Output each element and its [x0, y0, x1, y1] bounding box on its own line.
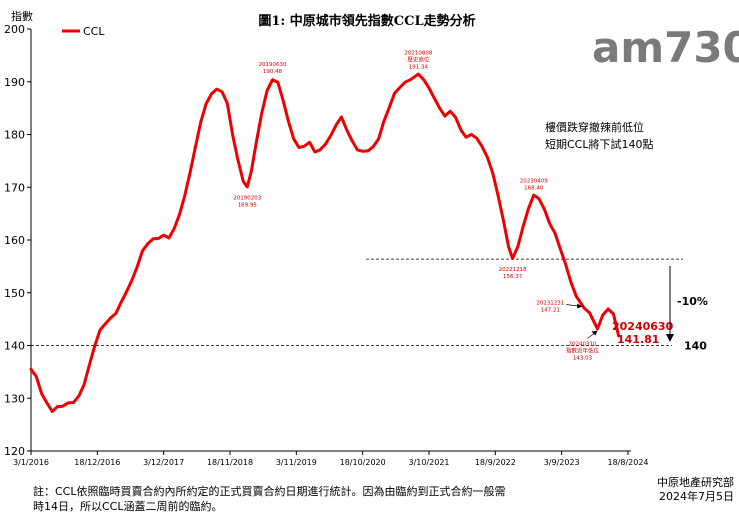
annotation-text: 指數近年低位: [566, 347, 600, 355]
annotation-text: 156.37: [503, 274, 523, 280]
y-tick-label: 120: [4, 445, 25, 458]
annotation-text: 20190203: [233, 196, 261, 202]
x-ticks: 3/1/2016 18/12/2016 3/12/2017 18/11/2018 3/1…: [13, 451, 649, 467]
footnote-line-2: 時14日，所以CCL涵蓋二周前的臨約。: [33, 499, 223, 513]
footnote-line-1: 註：CCL依照臨時買賣合約內所約定的正式買賣合約日期進行統計。因為由臨約到正式合…: [33, 484, 506, 498]
x-tick-label: 18/10/2020: [340, 458, 386, 467]
series-line-ccl: [29, 72, 621, 413]
annotation-text: 20221218: [499, 267, 527, 273]
legend: CCL: [62, 25, 105, 38]
x-tick-label: 3/9/2023: [544, 458, 580, 467]
y-tick-label: 170: [4, 181, 25, 194]
y-tick-label: 140: [4, 340, 25, 353]
logo-text: am730: [592, 23, 739, 72]
annotation-text: 20190630: [258, 62, 286, 68]
commentary-line-1: 樓價跌穿撤辣前低位: [545, 120, 644, 134]
x-tick-label: 3/1/2016: [13, 458, 49, 467]
y-tick-label: 130: [4, 392, 25, 405]
annotation-text: 143.03: [573, 356, 593, 362]
change-label: -10%: [677, 295, 708, 308]
latest-date: 20240630: [612, 320, 674, 333]
source-date: 2024年7月5日: [659, 489, 734, 503]
annotation-text: 歷史高位: [407, 56, 430, 64]
x-tick-label: 18/12/2016: [74, 458, 120, 467]
chart-title: 圖1: 中原城市領先指數CCL走勢分析: [258, 13, 475, 29]
x-tick-label: 18/9/2022: [475, 458, 516, 467]
x-tick-label: 3/10/2021: [408, 458, 449, 467]
reference-line-label: 140: [684, 340, 707, 353]
annotation-text: 147.21: [541, 307, 560, 313]
y-tick-label: 180: [4, 129, 25, 142]
y-tick-label: 200: [4, 23, 25, 36]
annotation-text: 20240310: [568, 342, 596, 348]
latest-value-label: 20240630 141.81: [612, 320, 674, 346]
annotation-arrow-head: [591, 330, 598, 336]
annotation-text: 191.34: [409, 65, 429, 71]
annotation-arrow-head: [577, 303, 583, 309]
annotation-text: 20230409: [520, 179, 548, 185]
annotation-text: 20210808: [404, 51, 432, 57]
change-indicator: -10%: [666, 266, 708, 342]
annotation-text: 169.95: [238, 203, 258, 209]
y-tick-label: 150: [4, 287, 25, 300]
x-tick-label: 3/12/2017: [143, 458, 184, 467]
y-tick-label: 160: [4, 234, 25, 247]
change-arrow-head: [666, 334, 674, 342]
x-tick-label: 3/11/2019: [276, 458, 317, 467]
y-ticks: 120 130 140 150 160 170 180 190 200: [4, 23, 31, 458]
x-tick-label: 18/8/2024: [607, 458, 648, 467]
annotation-text: 168.40: [524, 186, 544, 192]
latest-value: 141.81: [617, 333, 659, 346]
legend-label-ccl: CCL: [83, 25, 105, 38]
x-tick-label: 18/11/2018: [207, 458, 253, 467]
commentary: 樓價跌穿撤辣前低位 短期CCL將下試140點: [545, 120, 654, 151]
y-tick-label: 190: [4, 76, 25, 89]
commentary-line-2: 短期CCL將下試140點: [545, 137, 654, 151]
am730-logo: am730: [592, 22, 739, 72]
reference-lines: 140: [31, 258, 707, 353]
annotation-text: 190.48: [263, 69, 283, 75]
annotation-text: 20231231: [536, 300, 564, 306]
source-org: 中原地產研究部: [657, 475, 734, 489]
y-axis-label: 指數: [11, 9, 33, 23]
